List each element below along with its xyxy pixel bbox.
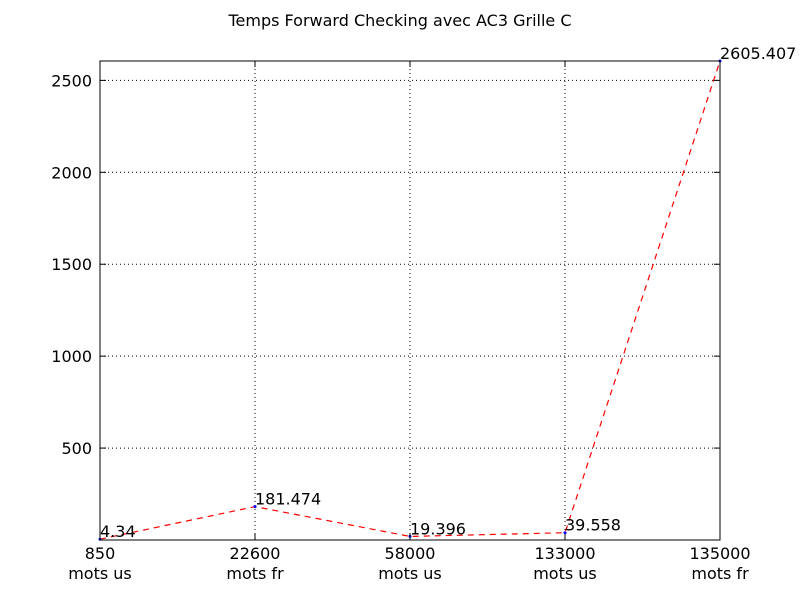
- x-tick-label: 133000 mots us: [533, 544, 597, 583]
- y-tick-label: 2500: [51, 71, 92, 90]
- chart-title: Temps Forward Checking avec AC3 Grille C: [227, 11, 571, 30]
- series-layer: [98, 59, 722, 541]
- gridlines: [99, 61, 721, 540]
- y-tick-label: 1500: [51, 255, 92, 274]
- labels: 500 1000 1500 2000 2500 850 mots us 22600 mots f…: [51, 44, 796, 583]
- x-tick-label: 22600 mots fr: [226, 544, 284, 583]
- data-label: 19.396: [410, 519, 466, 538]
- x-tick-label: 58000 mots us: [378, 544, 442, 583]
- plot-frame: [99, 60, 721, 541]
- x-tick-label: 135000 mots fr: [689, 544, 750, 583]
- y-tick-label: 2000: [51, 163, 92, 182]
- data-point: [253, 505, 257, 509]
- y-tick-label: 500: [61, 439, 92, 458]
- axes: [99, 60, 721, 541]
- series-line: [99, 60, 721, 540]
- data-label: 2605.407: [720, 44, 796, 63]
- data-label: 181.474: [255, 490, 321, 509]
- data-label: 4.34: [100, 522, 136, 541]
- data-point: [563, 531, 567, 535]
- data-label: 39.558: [565, 516, 621, 535]
- x-tick-label: 850 mots us: [68, 544, 132, 583]
- y-tick-label: 1000: [51, 347, 92, 366]
